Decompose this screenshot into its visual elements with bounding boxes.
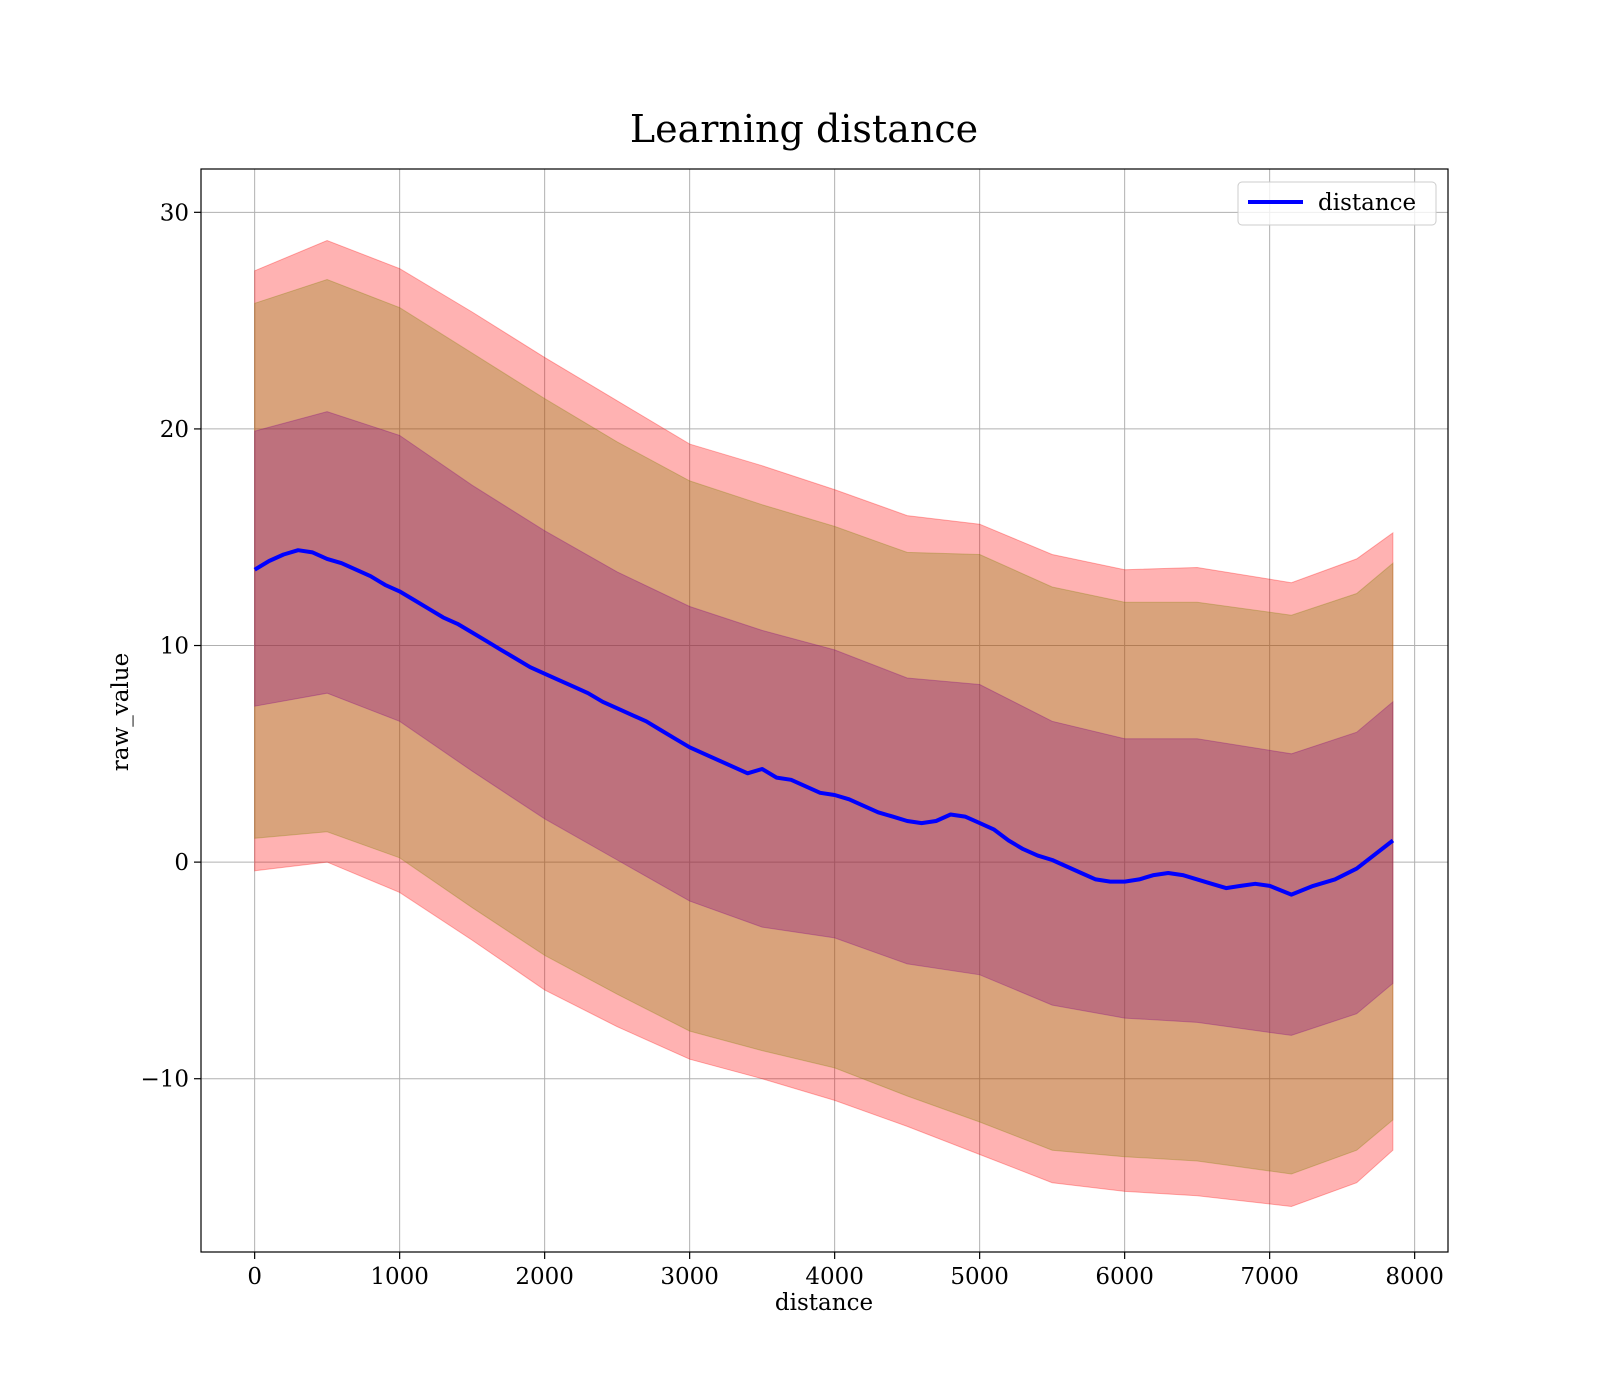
x-tick-label: 2000 — [515, 1264, 574, 1290]
x-tick-label: 5000 — [950, 1264, 1009, 1290]
x-axis-ticks: 0 1000 2000 3000 4000 5000 6000 7000 8000 — [247, 1252, 1444, 1290]
chart-title: Learning distance — [630, 107, 978, 151]
x-tick-label: 0 — [247, 1264, 262, 1290]
y-tick-label: 20 — [160, 417, 189, 443]
x-tick-label: 7000 — [1240, 1264, 1299, 1290]
y-axis-ticks: −10 0 10 20 30 — [140, 200, 201, 1093]
y-tick-label: −10 — [140, 1067, 189, 1093]
plot-frame — [200, 168, 1449, 1253]
y-tick-label: 0 — [174, 850, 189, 876]
series-line-distance — [253, 548, 1395, 897]
x-tick-label: 3000 — [660, 1264, 719, 1290]
y-tick-label: 10 — [160, 634, 189, 660]
y-tick-label: 30 — [160, 200, 189, 226]
x-tick-label: 4000 — [805, 1264, 864, 1290]
band-area-1 — [254, 239, 1394, 1208]
band-area-2 — [254, 278, 1394, 1175]
legend: distance — [1237, 181, 1437, 226]
x-axis-label: distance — [775, 1290, 873, 1316]
y-axis-label: raw_value — [108, 653, 134, 771]
legend-box — [1237, 181, 1437, 226]
x-tick-label: 1000 — [370, 1264, 429, 1290]
confidence-bands — [254, 239, 1394, 1208]
legend-label: distance — [1318, 190, 1416, 216]
x-tick-label: 8000 — [1385, 1264, 1444, 1290]
series-lines — [253, 548, 1395, 897]
x-tick-label: 6000 — [1095, 1264, 1154, 1290]
